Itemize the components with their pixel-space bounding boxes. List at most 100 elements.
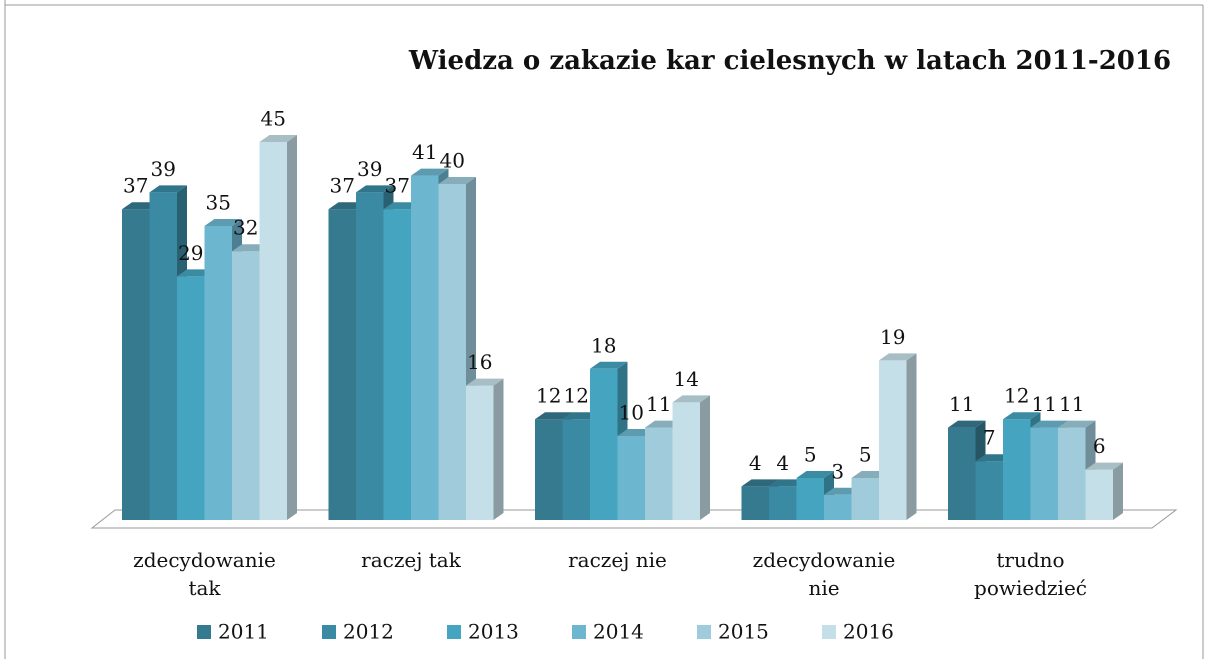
bar-front	[645, 427, 673, 520]
bar-front	[438, 184, 466, 520]
bar-front	[328, 209, 356, 520]
bar-front	[948, 427, 976, 520]
x-tick-label: trudno powiedzieć	[974, 548, 1087, 600]
bar-top	[948, 420, 986, 428]
x-tick-label: zdecydowanie nie	[752, 548, 896, 600]
bar-top	[204, 219, 242, 226]
bar-front	[769, 486, 797, 520]
bar-front	[590, 368, 618, 520]
bar-side	[493, 378, 504, 520]
bar-top	[879, 353, 917, 361]
legend-label: 2011	[218, 620, 269, 644]
bar-top	[590, 361, 628, 369]
bar-top	[741, 479, 779, 487]
bar-top	[1058, 420, 1096, 428]
bar-top	[466, 378, 504, 386]
chart-title: Wiedza o zakazie kar cielesnych w latach…	[408, 46, 1171, 76]
bar-side	[700, 395, 710, 520]
data-label: 4	[749, 451, 762, 475]
bar-side	[287, 135, 297, 520]
bar-front	[1085, 469, 1113, 520]
bar-side	[1113, 462, 1123, 520]
data-label: 3	[831, 459, 844, 483]
bar	[259, 135, 297, 520]
x-tick-label: zdecydowanie tak	[133, 548, 276, 600]
bar-front	[177, 276, 205, 520]
bar	[466, 378, 504, 520]
data-label: 11	[1059, 392, 1084, 416]
data-label: 12	[564, 384, 589, 408]
bar-front	[672, 402, 700, 520]
bar-front	[259, 142, 287, 520]
data-label: 19	[880, 325, 905, 349]
bar-top	[1003, 412, 1041, 420]
data-label: 32	[233, 216, 258, 240]
bar-front	[741, 486, 769, 520]
bar-top	[149, 185, 187, 193]
legend-swatch	[697, 625, 711, 639]
bar-front	[383, 209, 411, 520]
legend-label: 2012	[343, 620, 394, 644]
legend-swatch	[572, 625, 586, 639]
bar-front	[1030, 427, 1058, 520]
data-label: 5	[804, 443, 817, 467]
data-label: 4	[776, 451, 789, 475]
bar-front	[411, 175, 439, 520]
data-label: 37	[123, 174, 148, 198]
bar-front	[122, 209, 150, 520]
data-label: 11	[949, 392, 974, 416]
bar-top	[1085, 462, 1123, 470]
bar-top	[438, 177, 476, 184]
bar-front	[535, 419, 563, 520]
bar-top	[796, 471, 834, 478]
bar-front	[824, 494, 852, 520]
bar-side	[906, 353, 917, 520]
bar-front	[796, 478, 824, 520]
data-label: 29	[178, 241, 203, 265]
data-label: 41	[412, 140, 437, 164]
data-label: 37	[385, 174, 410, 198]
bar-top	[1030, 420, 1068, 428]
legend-label: 2016	[843, 620, 894, 644]
bar-front	[617, 436, 645, 520]
data-label: 12	[536, 384, 561, 408]
bar-front	[562, 419, 590, 520]
bar-front	[1058, 427, 1086, 520]
data-label: 6	[1093, 434, 1106, 458]
data-label: 11	[1032, 392, 1057, 416]
legend-swatch	[822, 625, 836, 639]
data-label: 10	[619, 401, 644, 425]
legend-label: 2013	[468, 620, 519, 644]
bar-top	[672, 395, 710, 403]
bar	[672, 395, 710, 520]
legend-swatch	[322, 625, 336, 639]
data-label: 16	[467, 350, 492, 374]
legend-swatch	[447, 625, 461, 639]
bar	[879, 353, 917, 520]
x-tick-label: raczej tak	[361, 548, 461, 572]
data-label: 7	[983, 426, 996, 450]
data-label: 39	[357, 157, 382, 181]
data-label: 14	[674, 367, 699, 391]
legend-label: 2014	[593, 620, 644, 644]
bar-top	[411, 168, 449, 176]
bar-top	[535, 412, 573, 420]
data-label: 40	[440, 149, 465, 173]
data-label: 45	[261, 107, 286, 131]
data-label: 12	[1004, 384, 1029, 408]
bar-top	[356, 185, 394, 193]
legend-swatch	[197, 625, 211, 639]
data-label: 18	[591, 333, 616, 357]
data-label: 37	[330, 174, 355, 198]
bar-front	[879, 360, 907, 520]
legend-label: 2015	[718, 620, 769, 644]
bar-front	[232, 251, 260, 520]
data-label: 39	[151, 157, 176, 181]
bar-top	[259, 135, 297, 142]
bar-front	[356, 192, 384, 520]
data-label: 11	[646, 392, 671, 416]
bar-front	[851, 478, 879, 520]
bar-front	[204, 226, 232, 520]
